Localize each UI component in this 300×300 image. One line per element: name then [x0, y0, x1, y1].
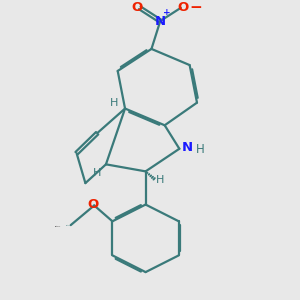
- Text: H: H: [110, 98, 118, 108]
- Text: H: H: [93, 168, 101, 178]
- Text: +: +: [163, 8, 171, 17]
- Text: N: N: [155, 14, 166, 28]
- Text: N: N: [182, 141, 193, 154]
- Text: O: O: [132, 1, 143, 14]
- Text: O: O: [87, 198, 99, 211]
- Text: O: O: [178, 1, 189, 14]
- Text: methoxy: methoxy: [55, 226, 61, 227]
- Text: H: H: [196, 143, 204, 156]
- Text: methoxy: methoxy: [66, 224, 72, 226]
- Text: H: H: [155, 175, 164, 185]
- Text: −: −: [190, 0, 202, 15]
